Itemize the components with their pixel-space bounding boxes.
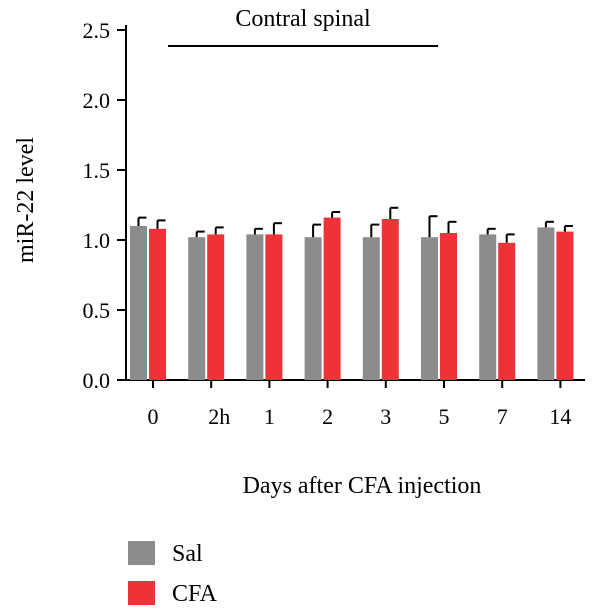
- x-tick-label: 0: [148, 404, 159, 429]
- bar-cfa-7: [498, 242, 516, 380]
- x-axis-label: Days after CFA injection: [243, 473, 482, 499]
- bar-sal-1: [246, 234, 264, 380]
- bar-sal-0: [130, 226, 147, 380]
- y-axis-ticks: 0.0 0.5 1.0 1.5 2.0 2.5: [83, 18, 126, 393]
- bar-sal-5: [421, 237, 438, 380]
- bar-sal-14: [537, 227, 555, 380]
- x-axis-ticks: 0 2h 1 2 3 5 7 14: [148, 380, 571, 429]
- bar-cfa-0: [149, 228, 166, 380]
- y-tick-label: 1.5: [83, 158, 111, 183]
- x-tick-label: 5: [439, 404, 450, 429]
- y-tick-label: 2.5: [83, 18, 111, 43]
- bars-group: [130, 206, 574, 380]
- y-axis-label: miR-22 level: [13, 137, 39, 263]
- y-tick-label: 0.0: [83, 368, 111, 393]
- bar-cfa-1: [265, 234, 283, 380]
- chart-title: Contral spinal: [235, 6, 371, 32]
- bar-cfa-2h: [207, 234, 225, 380]
- legend-swatch-sal: [128, 541, 155, 565]
- bar-sal-2: [304, 237, 322, 380]
- x-tick-label: 3: [380, 404, 391, 429]
- bar-cfa-14: [556, 231, 574, 380]
- x-tick-label: 2: [322, 404, 333, 429]
- bar-sal-7: [479, 234, 497, 380]
- legend-label-sal: Sal: [172, 541, 203, 567]
- bar-sal-3: [362, 237, 380, 380]
- legend: Sal CFA: [128, 541, 218, 607]
- bar-cfa-3: [381, 219, 399, 380]
- legend-swatch-cfa: [128, 581, 155, 605]
- x-tick-label: 1: [264, 404, 275, 429]
- x-tick-label: 14: [549, 404, 571, 429]
- legend-label-cfa: CFA: [172, 581, 218, 607]
- x-tick-label: 7: [497, 404, 508, 429]
- bar-sal-2h: [188, 237, 206, 380]
- x-tick-label: 2h: [208, 404, 230, 429]
- bar-cfa-2: [323, 217, 341, 380]
- y-tick-label: 2.0: [83, 88, 111, 113]
- y-tick-label: 0.5: [83, 298, 111, 323]
- bar-cfa-5: [440, 233, 457, 380]
- y-tick-label: 1.0: [83, 228, 111, 253]
